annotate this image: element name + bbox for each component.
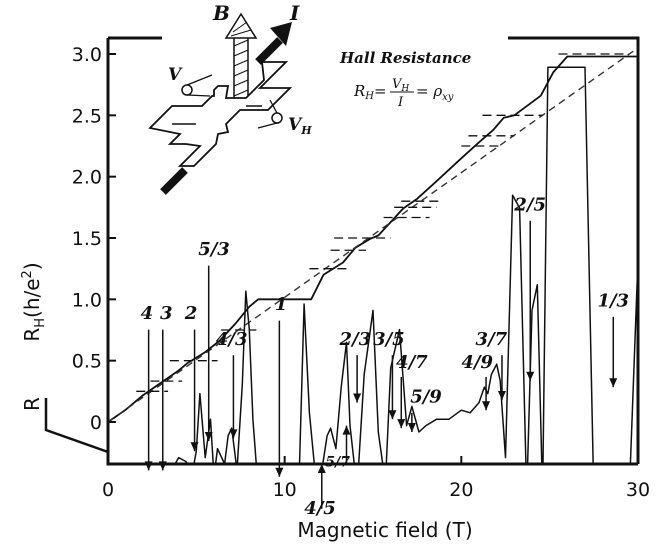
frame-top-right (508, 36, 640, 464)
filling-label-3-5: 3/5 (373, 329, 405, 350)
hall-bar-sample (148, 61, 293, 167)
x-tick-label: 20 (449, 479, 473, 501)
y-tick-label: 0 (90, 412, 102, 434)
filling-label-5-9: 5/9 (410, 386, 442, 407)
y-tick-label: 3.0 (72, 44, 102, 66)
x-tick-label: 30 (626, 479, 650, 501)
filling-arrowhead-2-5 (526, 371, 535, 381)
filling-arrowhead-4-3 (229, 429, 238, 439)
y-tick-label: 0.5 (72, 351, 102, 373)
filling-label-1: 1 (275, 294, 288, 315)
x-axis-label: Magnetic field (T) (297, 518, 472, 542)
filling-arrowhead-1 (275, 467, 284, 477)
current-arrow-bottom (160, 167, 188, 195)
filling-arrowhead-5-7 (342, 425, 351, 435)
plateau-layer (136, 53, 630, 392)
hall-lhs: RH= (353, 82, 387, 102)
current-arrow-top (255, 22, 292, 65)
annotation-layer: 4 3 2 5/3 4/3 1 2/3 5/7 4/5 3/54/7 5/9 4/93/7 2/5 1/3 (141, 194, 629, 518)
filling-label-4: 4 (141, 303, 154, 324)
filling-arrowhead-4-5 (317, 464, 326, 473)
filling-label-4-3: 4/3 (216, 329, 248, 350)
hall-title: Hall Resistance (339, 49, 471, 67)
filling-label-1-3: 1/3 (597, 290, 629, 311)
filling-arrowhead-4-7 (397, 419, 406, 429)
y-tick-label: 1.5 (72, 228, 102, 250)
v-label: V (168, 65, 183, 85)
x-tick-label: 10 (273, 479, 297, 501)
vh-label: VH (288, 115, 312, 137)
y-axis-label-main: R (20, 328, 44, 342)
i-label: I (289, 1, 300, 25)
x-tick-label: 0 (102, 479, 114, 501)
filling-arrowhead-2-3 (353, 393, 362, 403)
filling-label-4-5: 4/5 (304, 498, 336, 519)
filling-label-3-7: 3/7 (476, 329, 508, 350)
hall-denominator: I (397, 95, 404, 110)
y-axis-label-close: ) (20, 262, 44, 270)
y-axis-label: RH(h/e2) (20, 262, 48, 341)
hall-numerator: VH (392, 77, 409, 94)
filling-arrowhead-3-7 (497, 391, 506, 400)
sample-inset: B I V VH (148, 1, 312, 195)
y-axis-label-sup: 2 (20, 270, 35, 278)
filling-label-5-7: 5/7 (325, 454, 350, 470)
tick-layer: 0 0.5 1.0 1.5 2.0 2.5 3.0 0 10 20 30 (72, 44, 650, 501)
filling-label-2-3: 2/3 (339, 329, 372, 350)
longitudinal-resistance-curve (174, 66, 638, 464)
filling-label-5-3: 5/3 (198, 239, 230, 260)
classical-hall-line (108, 47, 638, 423)
r-axis-label: R (20, 397, 44, 411)
hall-resistance-curve (108, 55, 638, 423)
hall-formula: Hall Resistance RH= VH I = ρxy (339, 49, 471, 110)
filling-arrowhead-5-9 (407, 423, 416, 432)
filling-arrowhead-3 (158, 461, 167, 471)
filling-arrowhead-3-5 (388, 410, 397, 420)
y-axis-label-sub: H (33, 318, 48, 328)
y-tick-label: 2.0 (72, 167, 102, 189)
filling-label-4-9: 4/9 (461, 352, 493, 373)
y-axis-label-rest: (h/e (20, 278, 44, 318)
filling-label-4-7: 4/7 (396, 352, 428, 373)
y-tick-label: 1.0 (72, 289, 102, 311)
filling-arrowhead-4-9 (482, 401, 491, 411)
filling-label-2: 2 (184, 303, 198, 324)
filling-arrowhead-5-3 (204, 431, 213, 441)
filling-arrowhead-2 (190, 442, 199, 452)
y-tick-label: 2.5 (72, 105, 102, 127)
r-axis-bracket (44, 398, 110, 464)
series-layer (108, 47, 638, 464)
v-contact (181, 84, 193, 96)
filling-arrowhead-4 (144, 461, 153, 471)
filling-label-2-5: 2/5 (513, 194, 546, 215)
filling-label-3: 3 (160, 303, 173, 324)
b-label: B (212, 1, 230, 25)
filling-arrowhead-1-3 (609, 378, 618, 388)
hall-rhs: = ρxy (416, 82, 454, 103)
vh-contact (271, 112, 283, 124)
